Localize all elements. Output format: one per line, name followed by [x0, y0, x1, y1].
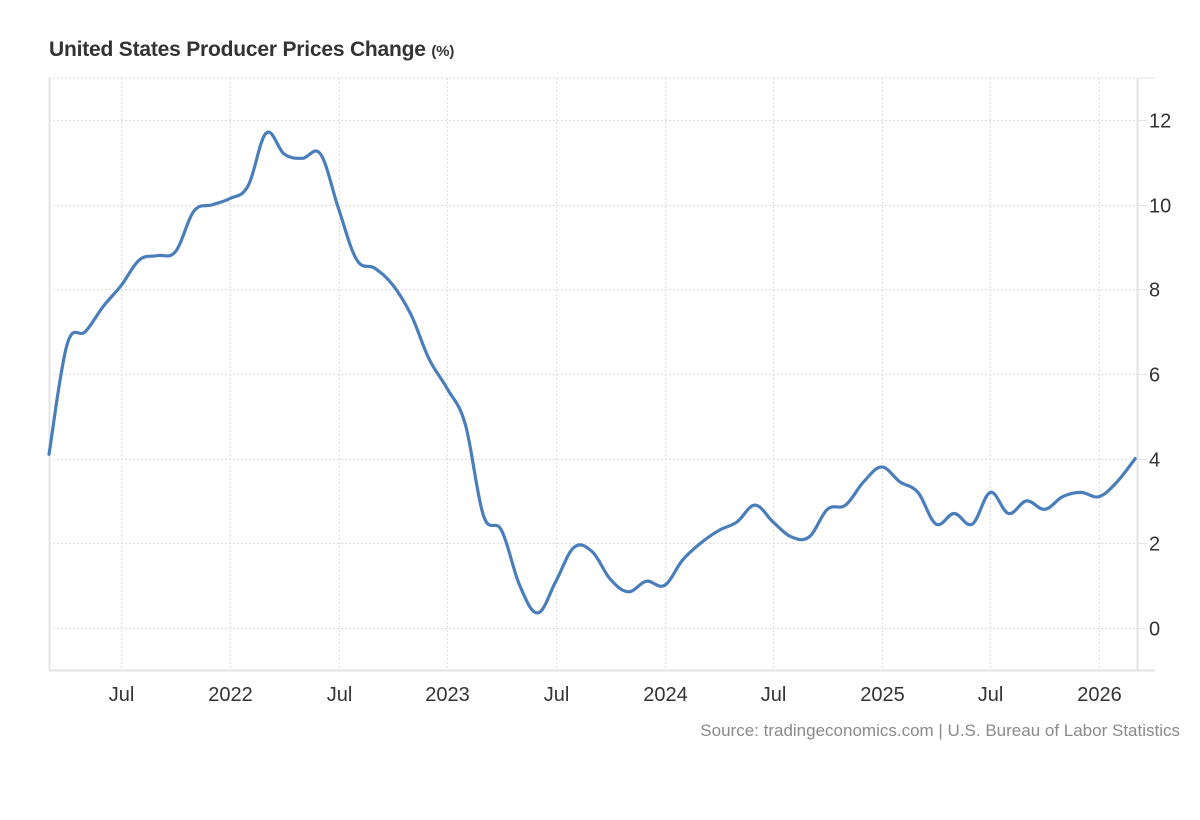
x-tick-label: 2025	[860, 684, 905, 706]
x-tick-label: Jul	[761, 684, 787, 706]
x-tick-label: Jul	[327, 684, 353, 706]
series-layer	[47, 130, 1137, 615]
y-tick-label: 4	[1149, 450, 1160, 472]
series-line	[47, 130, 1137, 615]
x-tick-label: 2022	[208, 684, 253, 706]
axis-layer	[48, 77, 1155, 672]
x-tick-label: 2023	[425, 684, 470, 706]
label-layer: 0 2 4 6 8 10 12 Jul 2022 Jul 2023 Jul 2024 Jul 2025 Jul…	[109, 111, 1172, 707]
chart-title: United States Producer Prices Change (%)	[49, 38, 454, 62]
y-tick-label: 10	[1149, 196, 1171, 218]
grid-layer	[49, 77, 1137, 670]
x-tick-label: 2024	[643, 684, 688, 706]
y-tick-label: 6	[1149, 365, 1160, 387]
x-tick-label: Jul	[978, 684, 1004, 706]
y-tick-label: 12	[1149, 111, 1171, 133]
x-tick-label: Jul	[544, 684, 570, 706]
x-tick-label: 2026	[1077, 684, 1122, 706]
chart-title-text: United States Producer Prices Change	[49, 38, 426, 61]
source-note: Source: tradingeconomics.com | U.S. Bure…	[700, 721, 1180, 740]
x-tick-label: Jul	[109, 684, 135, 706]
y-tick-label: 8	[1149, 280, 1160, 302]
y-tick-label: 2	[1149, 534, 1160, 556]
chart-title-unit: (%)	[431, 43, 455, 60]
y-tick-label: 0	[1149, 619, 1160, 641]
